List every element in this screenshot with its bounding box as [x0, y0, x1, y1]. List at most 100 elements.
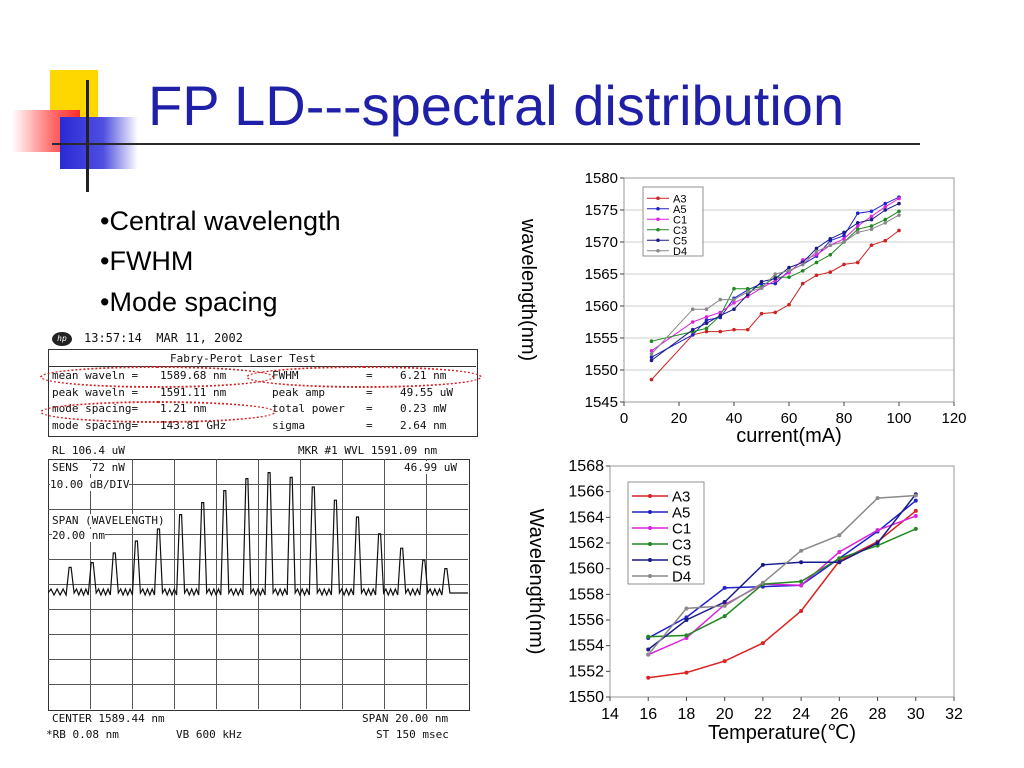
analyzer-sens: SENS 72 nW — [52, 461, 125, 474]
data-point-c3 — [684, 633, 689, 638]
data-point-d4 — [722, 603, 727, 608]
analyzer-grid-line — [48, 484, 468, 485]
analyzer-span-value: 20.00 nm — [52, 529, 105, 542]
x-axis-label: Temperature(℃) — [708, 722, 856, 744]
data-point-c5 — [875, 541, 880, 545]
data-point-a5 — [913, 498, 918, 503]
legend-marker-c1 — [648, 526, 652, 530]
x-tick-label: 32 — [945, 706, 963, 723]
x-axis-label: current(mA) — [736, 425, 842, 447]
data-point-a5 — [869, 209, 874, 214]
data-point-d4 — [814, 249, 819, 254]
data-point-a5 — [704, 318, 709, 322]
data-point-d4 — [837, 533, 842, 538]
data-point-c3 — [855, 227, 860, 231]
x-tick-label: 0 — [620, 410, 628, 427]
data-point-c1 — [732, 301, 736, 305]
data-point-c5 — [718, 313, 723, 318]
data-point-a5 — [855, 211, 860, 215]
logo-vertical-line — [86, 80, 89, 192]
legend-label-c5: C5 — [672, 553, 691, 570]
x-tick-label: 28 — [869, 706, 887, 723]
data-point-d4 — [883, 221, 888, 225]
legend-label-c3: C3 — [673, 225, 687, 237]
legend-marker-c5 — [656, 238, 660, 243]
data-point-a5 — [690, 333, 695, 337]
data-point-d4 — [704, 307, 709, 311]
y-tick-label: 1555 — [585, 330, 618, 347]
data-point-a3 — [869, 243, 874, 247]
data-point-d4 — [828, 243, 833, 247]
analyzer-grid-line — [48, 509, 468, 510]
data-point-a3 — [799, 609, 804, 614]
data-point-a3 — [718, 329, 723, 334]
legend-label-c1: C1 — [672, 521, 691, 538]
x-tick-label: 120 — [941, 410, 966, 427]
analyzer-scale: 10.00 dB/DIV — [50, 478, 130, 491]
data-point-c5 — [837, 560, 842, 565]
row-right-sep: = — [366, 402, 373, 415]
analyzer-grid-line — [48, 634, 468, 635]
legend-marker-c1 — [656, 217, 660, 222]
data-point-a3 — [800, 281, 805, 286]
legend-label-a3: A3 — [672, 489, 690, 506]
data-point-c1 — [704, 315, 709, 319]
x-tick-label: 26 — [830, 706, 848, 723]
data-point-c5 — [855, 221, 860, 225]
data-point-c5 — [646, 647, 651, 652]
data-point-c5 — [760, 562, 765, 567]
data-point-d4 — [875, 496, 880, 501]
data-point-d4 — [855, 230, 860, 235]
data-point-d4 — [913, 493, 918, 498]
row-right-value: 2.64 nm — [400, 418, 447, 432]
data-point-a5 — [773, 281, 778, 286]
bullet-mode-spacing: •Mode spacing — [100, 287, 278, 317]
analyzer-st: ST 150 msec — [376, 728, 449, 741]
legend-box — [627, 481, 705, 585]
data-point-c5 — [759, 279, 764, 284]
data-point-c3 — [869, 224, 874, 228]
analyzer-center: CENTER 1589.44 nm — [52, 712, 165, 725]
legend-marker-a3 — [656, 196, 660, 201]
legend-label-c5: C5 — [673, 235, 687, 247]
data-point-c5 — [684, 618, 689, 622]
analyzer-grid-line — [48, 659, 468, 660]
data-point-c5 — [828, 237, 833, 241]
data-point-c5 — [649, 358, 654, 363]
data-point-c3 — [649, 339, 654, 343]
data-point-d4 — [897, 213, 901, 217]
x-tick-label: 30 — [907, 706, 925, 723]
data-point-c3 — [722, 614, 727, 619]
data-point-c5 — [773, 276, 778, 281]
data-point-a3 — [773, 310, 778, 315]
data-point-a3 — [828, 270, 833, 274]
data-point-c5 — [869, 217, 874, 222]
y-tick-label: 1556 — [568, 612, 604, 629]
title-underline — [52, 143, 920, 145]
analyzer-test-title: Fabry-Perot Laser Test — [170, 352, 316, 365]
data-point-c5 — [704, 321, 709, 326]
legend-marker-a5 — [656, 206, 660, 211]
bullet-fwhm: •FWHM — [100, 246, 194, 276]
y-tick-label: 1566 — [568, 484, 604, 501]
analyzer-grid-line — [48, 584, 468, 585]
row-right-sep: = — [366, 418, 373, 432]
data-point-a3 — [842, 262, 846, 267]
data-point-c3 — [704, 326, 709, 331]
analyzer-vb: VB 600 kHz — [176, 728, 243, 741]
data-point-a3 — [883, 238, 888, 243]
data-point-d4 — [773, 272, 778, 276]
chart-wavelength-vs-current: 1545 1550 1555 1560 1565 1570 1575 1580 0 20 40 60 8… — [517, 170, 967, 447]
data-point-d4 — [787, 269, 791, 273]
hp-logo: hp — [52, 332, 72, 346]
data-point-c5 — [787, 265, 791, 270]
data-point-d4 — [690, 307, 695, 311]
data-point-c5 — [745, 292, 750, 297]
legend-marker-d4 — [648, 574, 652, 578]
legend-marker-c3 — [648, 542, 652, 546]
data-point-c5 — [690, 327, 695, 332]
data-point-c5 — [799, 560, 804, 565]
legend-label-d4: D4 — [672, 569, 691, 586]
analyzer-grid-line — [48, 534, 468, 535]
data-point-d4 — [842, 240, 846, 244]
